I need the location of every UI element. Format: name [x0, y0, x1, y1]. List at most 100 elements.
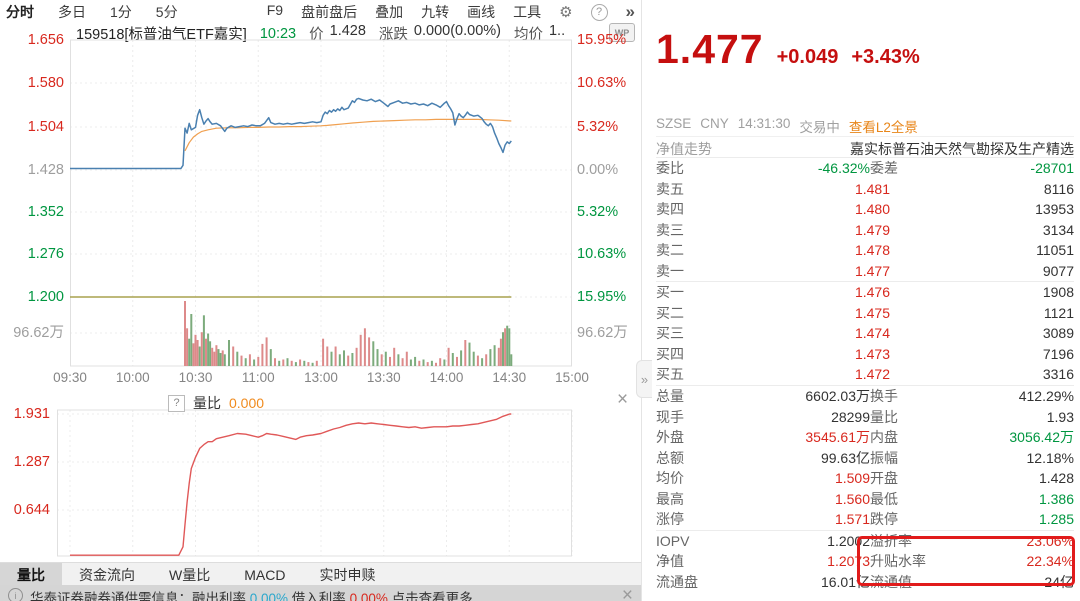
intraday-chart-canvas[interactable] [70, 28, 572, 372]
stat-value: 24亿 [1044, 573, 1074, 590]
stat-value: 3545.61万 [805, 429, 870, 446]
panel-collapse-handle[interactable]: » [636, 360, 652, 398]
tab-5[interactable]: 实时申赎 [319, 566, 376, 583]
ask-volume: 3134 [1042, 221, 1074, 238]
ratio-tick: 1.287 [13, 454, 50, 470]
tab-4[interactable]: MACD [244, 566, 286, 583]
cursor-avg: 均价 1.. [513, 23, 566, 43]
ticker-segment: 点击查看更多 [387, 591, 473, 601]
volume-ratio-canvas[interactable] [57, 390, 573, 560]
bid-row[interactable]: 买一 1.476 1908 [656, 281, 1074, 303]
volume-ratio-chart[interactable]: 1.931 1.287 0.644 ? 量比 0.000 × [0, 390, 641, 562]
wp-monitor-icon[interactable]: WP [609, 23, 635, 42]
bid-price: 1.475 [854, 304, 890, 321]
settings-gear-icon[interactable]: ⚙ [559, 3, 573, 21]
ask-volume: 8116 [1043, 180, 1074, 197]
stat-label: 净值 [656, 553, 684, 570]
ask-volume: 13953 [1035, 201, 1074, 218]
toolbar-view-4[interactable]: 5分 [155, 4, 178, 20]
tab-3[interactable]: W量比 [169, 566, 211, 583]
toolbar-tool-1[interactable]: F9 [266, 2, 284, 18]
price-tick: 1.580 [27, 75, 64, 91]
period-selector: 分时 多日 1分 5分 [6, 2, 178, 22]
time-tick: 10:30 [178, 370, 213, 385]
bid-row[interactable]: 买五 1.472 3316 [656, 364, 1074, 385]
percent-tick: 15.95% [577, 32, 627, 48]
toolbar-view-2[interactable]: 多日 [58, 4, 86, 20]
ticker-segment: 借入利率 [288, 591, 350, 601]
news-ticker[interactable]: i 华泰证券融券通供需信息：融出利率 0.00% 借入利率 0.00% 点击查看… [0, 585, 641, 601]
bid-volume: 1908 [1042, 284, 1074, 301]
time-tick: 13:30 [366, 370, 401, 385]
stat-value: 1.285 [1038, 511, 1074, 528]
toolbar-tool-6[interactable]: 工具 [513, 4, 542, 20]
bid-level-label: 买四 [656, 345, 684, 362]
tab-2[interactable]: 资金流向 [79, 566, 135, 583]
time-tick: 10:00 [115, 370, 150, 385]
ask-row[interactable]: 卖一 1.477 9077 [656, 261, 1074, 282]
stat-row: 总额 99.63亿 振幅 12.18% [656, 448, 1074, 469]
bid-price: 1.472 [854, 366, 890, 383]
stat-value: 22.34% [1026, 553, 1074, 570]
bid-level-label: 买五 [656, 366, 684, 383]
l2-link[interactable]: 查看L2全景 [848, 120, 918, 135]
order-book-and-stats: 委比 -46.32% 委差 -28701 卖五 1.481 8116 卖四 1.480 13953… [656, 157, 1074, 592]
ticker-segment: 华泰证券融券通供需信息：融出利率 [30, 591, 250, 601]
time-tick: 14:30 [492, 370, 527, 385]
stat-value: 412.29% [1018, 388, 1074, 405]
time-tick: 11:00 [241, 370, 275, 385]
stat-value: 1.93 [1046, 408, 1074, 425]
bid-price: 1.476 [854, 284, 890, 301]
indicator-help-icon[interactable]: ? [168, 394, 185, 412]
stat-value: 1.2002 [827, 532, 870, 549]
toolbar-view-3[interactable]: 1分 [110, 4, 132, 20]
help-icon[interactable]: ? [590, 3, 608, 21]
toolbar-tool-4[interactable]: 九转 [421, 4, 450, 20]
bid-level-label: 买三 [656, 325, 684, 342]
ask-level-label: 卖二 [656, 242, 684, 259]
bid-row[interactable]: 买三 1.474 3089 [656, 323, 1074, 344]
indicator-close-icon[interactable]: × [617, 389, 629, 410]
toolbar-expand-icon[interactable]: » [625, 2, 635, 21]
stat-label: 总额 [656, 449, 684, 466]
instrument-code-name[interactable]: 159518[标普油气ETF嘉实] [76, 27, 247, 43]
stat-label: 换手 [870, 388, 898, 405]
bid-volume: 3089 [1042, 325, 1074, 342]
intraday-chart[interactable]: 1.656 1.580 1.504 1.428 1.352 1.276 1.200 96.62… [0, 28, 641, 390]
ask-row[interactable]: 卖四 1.480 13953 [656, 199, 1074, 220]
percent-tick: 5.32% [577, 119, 619, 135]
ask-row[interactable]: 卖五 1.481 8116 [656, 179, 1074, 200]
stat-value: 16.01亿 [820, 573, 870, 590]
ratio-tick: 1.931 [13, 406, 50, 422]
ticker-close-icon[interactable]: × [621, 585, 633, 601]
bid-row[interactable]: 买二 1.475 1121 [656, 303, 1074, 324]
indicator-tab-bar: 量比 资金流向 W量比 MACD 实时申赎 [0, 562, 641, 586]
stat-label: 最低 [870, 490, 898, 507]
ticker-segment: 0.00% [249, 591, 289, 601]
exchange: SZSE [656, 116, 692, 131]
nav-trend-row[interactable]: 净值走势 嘉实标普石油天然气勘探及生产精选 [656, 136, 1074, 159]
stat-value: 1.428 [1038, 470, 1074, 487]
market-status-row: SZSE CNY 14:31:30 交易中 查看L2全景 [656, 116, 1076, 136]
toolbar-tool-3[interactable]: 叠加 [375, 4, 404, 20]
stat-value: 23.06% [1026, 532, 1074, 549]
stat-value: 99.63亿 [820, 449, 870, 466]
ticker-text[interactable]: 华泰证券融券通供需信息：融出利率 0.00% 借入利率 0.00% 点击查看更多 [30, 587, 473, 601]
ask-row[interactable]: 卖三 1.479 3134 [656, 220, 1074, 241]
bid-price: 1.474 [854, 325, 890, 342]
ask-row[interactable]: 卖二 1.478 11051 [656, 240, 1074, 261]
price-tick: 1.504 [27, 119, 64, 135]
quote-panel: 1.477 +0.049 +3.43% SZSE CNY 14:31:30 交易… [641, 0, 1080, 601]
period-dropdown-icon[interactable]: ▾ [165, 6, 172, 19]
stat-label: 流通盘 [656, 573, 698, 590]
quote-time: 14:31:30 [737, 116, 791, 131]
toolbar-tool-5[interactable]: 画线 [467, 4, 496, 20]
tool-buttons: F9 盘前盘后 叠加 九转 画线 工具 ⚙ ? » [267, 2, 635, 22]
stat-label: 振幅 [870, 449, 898, 466]
tab-1[interactable]: 量比 [0, 563, 62, 586]
bid-row[interactable]: 买四 1.473 7196 [656, 344, 1074, 365]
stat-value: 6602.03万 [805, 388, 870, 405]
toolbar-tool-2[interactable]: 盘前盘后 [301, 4, 358, 20]
price-change-pct: +3.43% [851, 46, 920, 68]
toolbar-view-1[interactable]: 分时 [6, 4, 34, 20]
